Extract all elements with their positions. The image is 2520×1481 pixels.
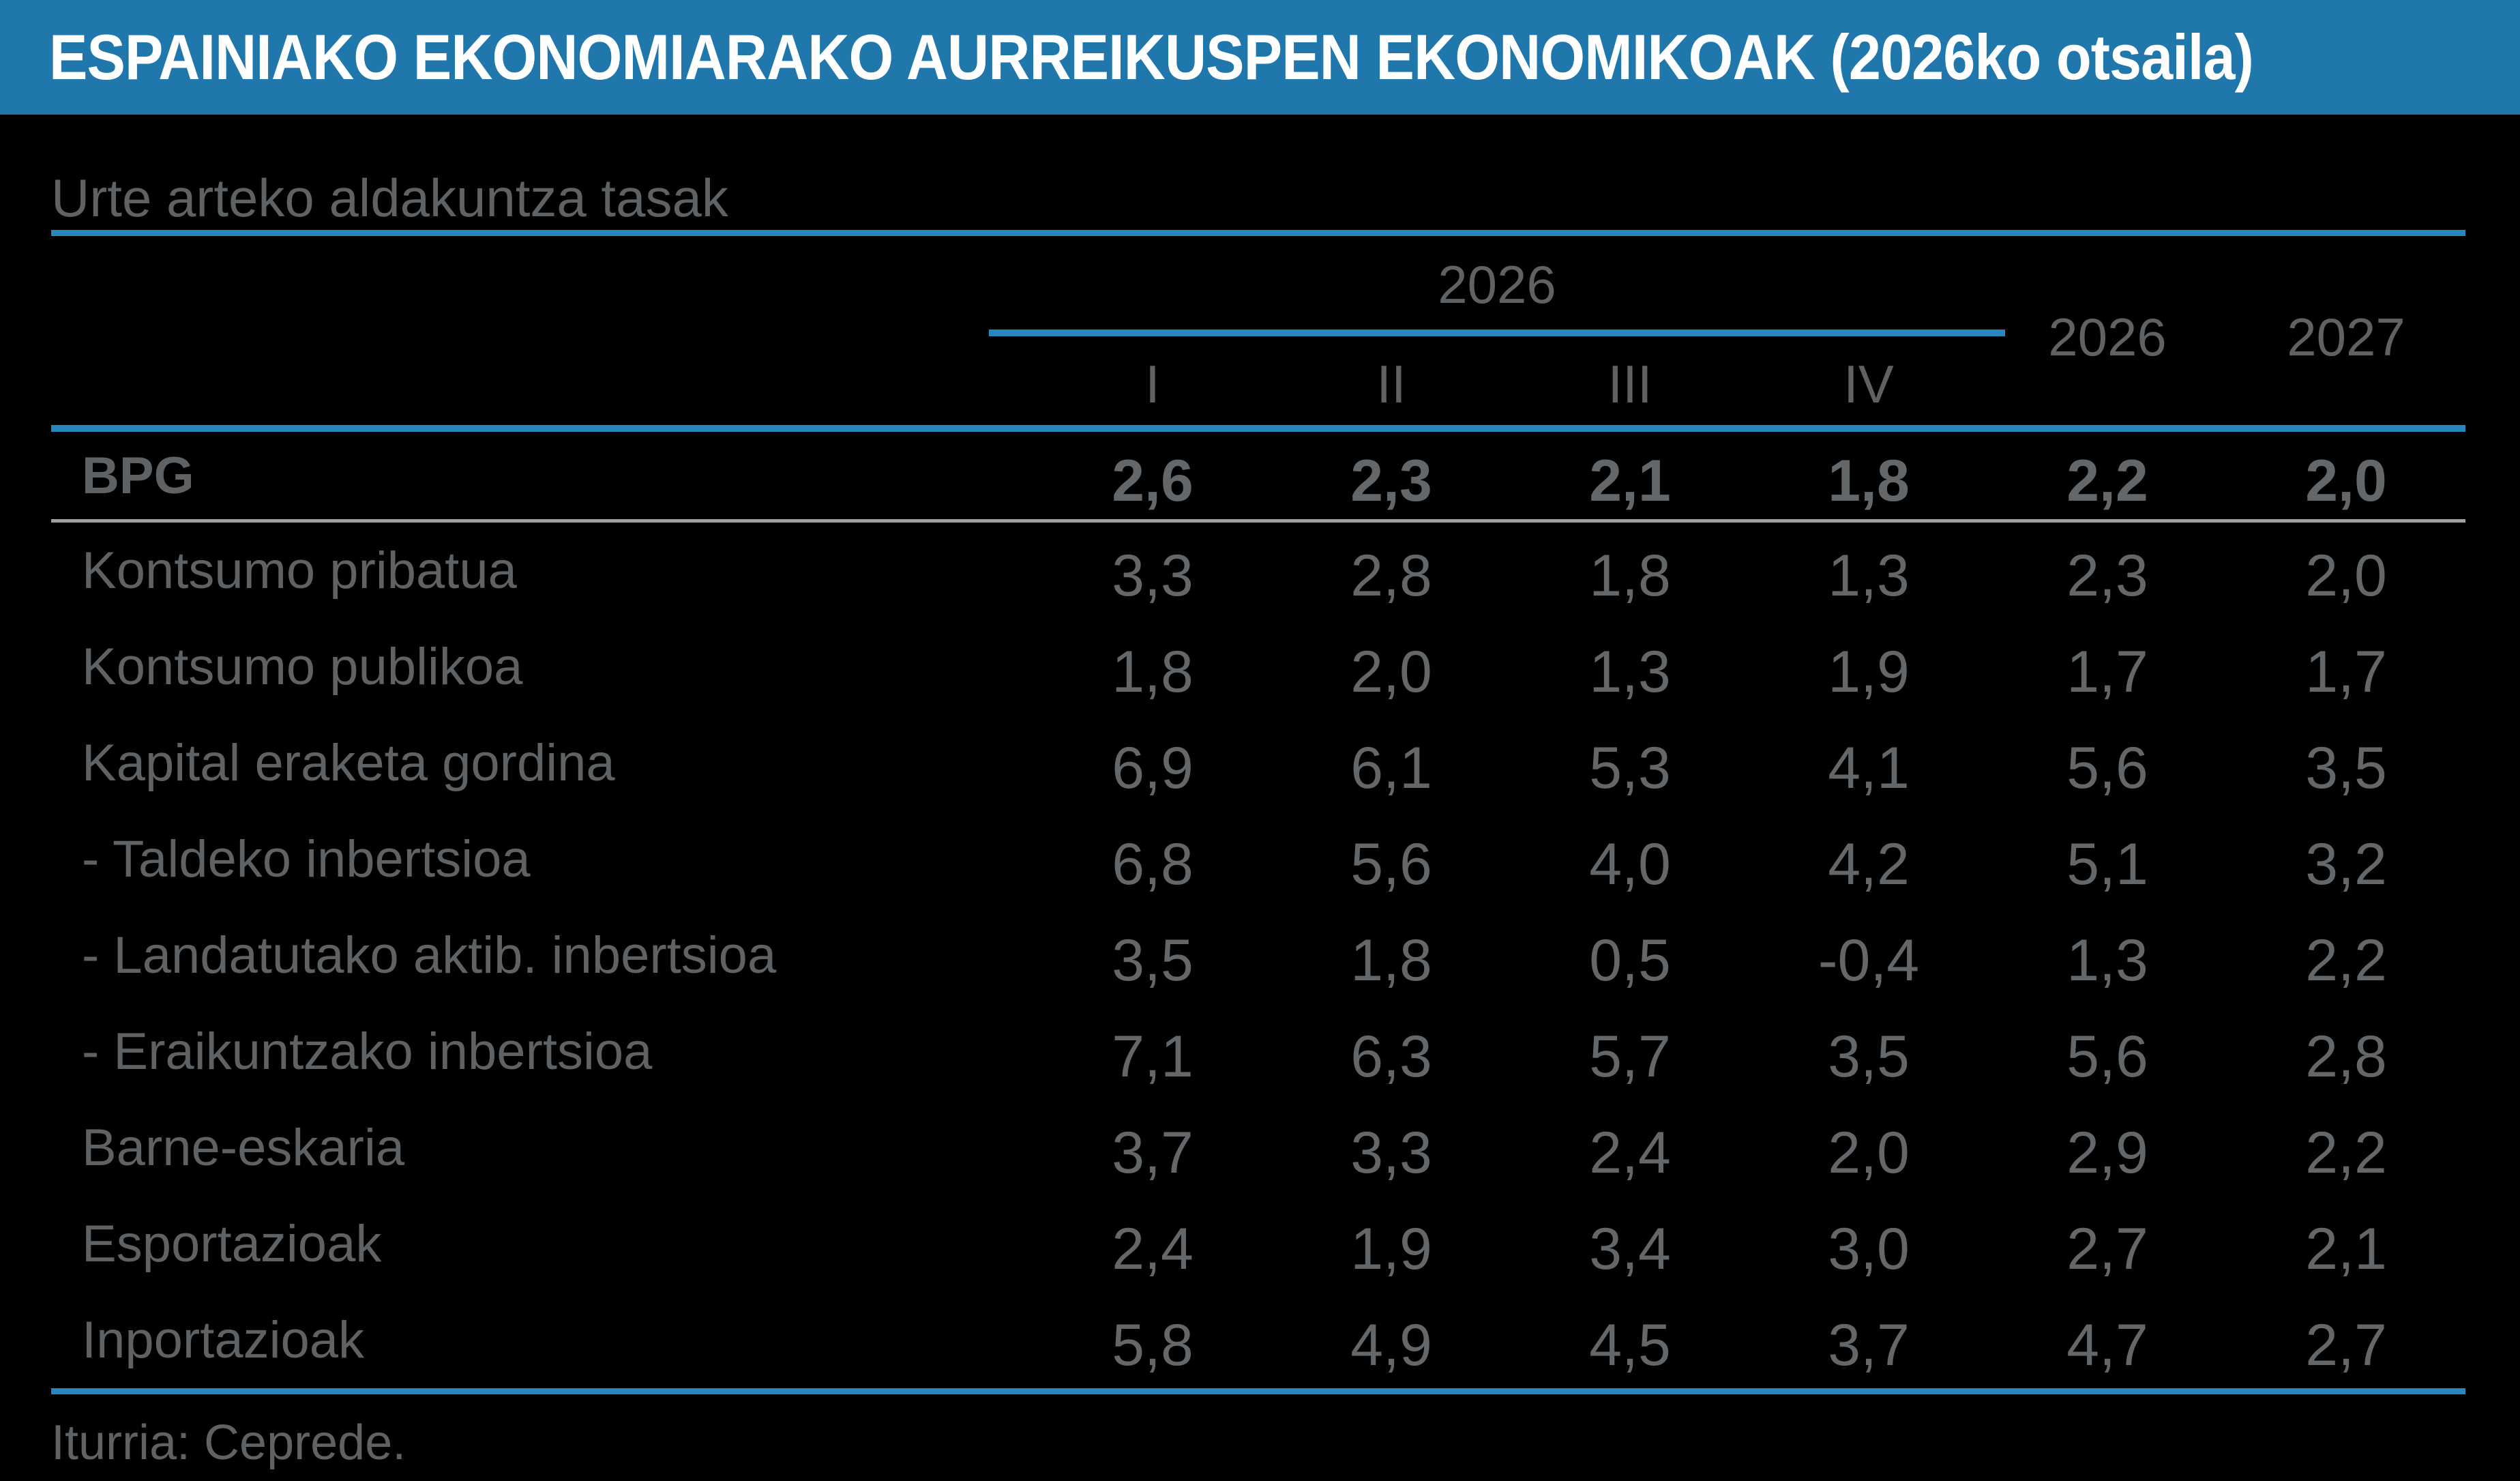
value-cell: 2,9: [2066, 1120, 2148, 1186]
value-cell: 2,0: [2305, 543, 2387, 608]
value-cell: 1,8: [1350, 928, 1432, 993]
value-cell: 1,3: [1828, 543, 1910, 608]
caption-rule: Urte arteko aldakuntza tasak: [51, 171, 2465, 236]
row-label: BPG: [82, 446, 194, 505]
value-cell: 3,4: [1589, 1216, 1671, 1282]
value-cell: 7,1: [1112, 1024, 1194, 1089]
value-cell: 5,3: [1589, 735, 1671, 801]
value-cell: 2,1: [1589, 448, 1671, 514]
value-cell: 4,0: [1589, 832, 1671, 897]
value-cell: 4,5: [1589, 1313, 1671, 1378]
row-label: Kapital eraketa gordina: [82, 734, 615, 792]
value-cell: 2,1: [2305, 1216, 2387, 1282]
value-cell: 3,5: [1828, 1024, 1910, 1089]
value-cell: 1,8: [1589, 543, 1671, 608]
row-label: Inportazioak: [82, 1311, 365, 1369]
value-cell: 3,7: [1828, 1313, 1910, 1378]
value-cell: 2,2: [2066, 448, 2148, 514]
forecast-table: 2026 2026 2027 I II III IV BPG 2,6 2,3 2,1 1…: [51, 236, 2465, 1394]
value-cell: 2,0: [1828, 1120, 1910, 1186]
table-corner-spacer: [51, 236, 1033, 425]
value-cell: 3,5: [1112, 928, 1194, 993]
source-note: Iturria: Ceprede.: [51, 1416, 406, 1470]
value-cell: 2,3: [2066, 543, 2148, 608]
value-cell: 6,9: [1112, 735, 1194, 801]
value-cell: 5,6: [2066, 735, 2148, 801]
value-cell: 4,7: [2066, 1313, 2148, 1378]
value-cell: -0,4: [1818, 928, 1920, 993]
table-caption: Urte arteko aldakuntza tasak: [51, 168, 728, 228]
table-rule-top: [51, 425, 2465, 432]
value-cell: 1,3: [2066, 928, 2148, 993]
value-cell: 1,8: [1112, 639, 1194, 705]
value-cell: 2,7: [2066, 1216, 2148, 1282]
value-cell: 2,4: [1112, 1216, 1194, 1282]
row-label: Esportazioak: [82, 1215, 382, 1273]
value-cell: 1,9: [1828, 639, 1910, 705]
value-cell: 2,3: [1350, 448, 1432, 514]
slide-body: Urte arteko aldakuntza tasak 2026 2026 2…: [51, 171, 2465, 1471]
value-cell: 3,5: [2305, 735, 2387, 801]
slide-title: ESPAINIAKO EKONOMIARAKO AURREIKUSPEN EKO…: [49, 21, 2254, 93]
quarter-header-iii: III: [1607, 353, 1652, 414]
year-header-2027: 2027: [2287, 307, 2405, 367]
value-cell: 2,8: [1350, 543, 1432, 608]
value-cell: 4,9: [1350, 1313, 1432, 1378]
value-cell: 3,0: [1828, 1216, 1910, 1282]
table-rule-bottom: [51, 1388, 2465, 1394]
row-label: Kontsumo pribatua: [82, 542, 517, 600]
row-label: Barne-eskaria: [82, 1119, 405, 1177]
value-cell: 5,6: [1350, 832, 1432, 897]
value-cell: 0,5: [1589, 928, 1671, 993]
row-label: - Landatutako aktib. inbertsioa: [82, 926, 777, 984]
quarters-group-header: 2026: [989, 236, 2005, 336]
value-cell: 6,3: [1350, 1024, 1432, 1089]
value-cell: 5,6: [2066, 1024, 2148, 1089]
value-cell: 4,2: [1828, 832, 1910, 897]
bpg-separator: [51, 519, 2465, 523]
value-cell: 2,4: [1589, 1120, 1671, 1186]
value-cell: 1,9: [1350, 1216, 1432, 1282]
value-cell: 5,1: [2066, 832, 2148, 897]
row-label: Kontsumo publikoa: [82, 638, 523, 696]
value-cell: 2,7: [2305, 1313, 2387, 1378]
slide-title-bar: ESPAINIAKO EKONOMIARAKO AURREIKUSPEN EKO…: [0, 0, 2520, 115]
value-cell: 1,3: [1589, 639, 1671, 705]
value-cell: 1,7: [2305, 639, 2387, 705]
quarter-header-i: I: [1145, 353, 1160, 414]
value-cell: 2,8: [2305, 1024, 2387, 1089]
quarter-header-iv: IV: [1843, 353, 1894, 414]
quarter-header-ii: II: [1376, 353, 1406, 414]
value-cell: 3,7: [1112, 1120, 1194, 1186]
value-cell: 2,6: [1112, 448, 1194, 514]
value-cell: 2,2: [2305, 928, 2387, 993]
value-cell: 2,0: [1350, 639, 1432, 705]
value-cell: 1,8: [1828, 448, 1910, 514]
value-cell: 2,2: [2305, 1120, 2387, 1186]
row-label: - Eraikuntzako inbertsioa: [82, 1023, 653, 1081]
value-cell: 3,3: [1350, 1120, 1432, 1186]
row-label: - Taldeko inbertsioa: [82, 830, 531, 888]
value-cell: 2,0: [2305, 448, 2387, 514]
value-cell: 3,3: [1112, 543, 1194, 608]
value-cell: 1,7: [2066, 639, 2148, 705]
quarters-group-header-label: 2026: [1438, 254, 1556, 314]
value-cell: 6,1: [1350, 735, 1432, 801]
value-cell: 5,8: [1112, 1313, 1194, 1378]
value-cell: 5,7: [1589, 1024, 1671, 1089]
value-cell: 6,8: [1112, 832, 1194, 897]
year-header-2026: 2026: [2048, 307, 2167, 367]
value-cell: 3,2: [2305, 832, 2387, 897]
value-cell: 4,1: [1828, 735, 1910, 801]
